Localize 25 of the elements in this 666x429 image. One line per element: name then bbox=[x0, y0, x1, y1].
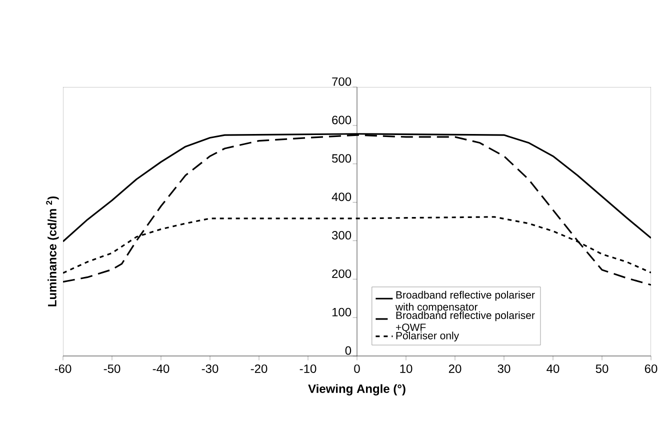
x-tick-label: 20 bbox=[448, 364, 462, 373]
x-tick-label: 60 bbox=[644, 364, 658, 373]
y-tick-label: 500 bbox=[332, 154, 352, 163]
y-tick-label: 400 bbox=[332, 192, 352, 202]
y-axis-title: Luminance (cd/m $^{2}$) bbox=[46, 196, 59, 306]
x-tick-label: 0 bbox=[354, 364, 360, 373]
x-tick-label: -20 bbox=[250, 364, 268, 373]
x-tick-label: 30 bbox=[498, 364, 510, 373]
y-tick-label: 100 bbox=[332, 308, 352, 316]
legend-label: Polariser only bbox=[396, 332, 460, 342]
x-tick-label: -10 bbox=[300, 364, 316, 373]
x-tick-label: -50 bbox=[104, 364, 120, 373]
y-tick-label: 0 bbox=[345, 346, 352, 355]
legend-label: Broadband reflective polariser +QWF bbox=[396, 311, 535, 333]
x-tick-label: -60 bbox=[54, 364, 72, 373]
y-tick-label: 200 bbox=[332, 269, 352, 278]
x-tick-label: -30 bbox=[202, 364, 218, 373]
x-tick-label: 40 bbox=[546, 364, 560, 373]
x-axis-title: Viewing Angle (°) bbox=[308, 384, 406, 396]
y-tick-label: 600 bbox=[332, 116, 352, 124]
y-tick-label: 700 bbox=[332, 77, 352, 86]
y-tick-label: 300 bbox=[332, 231, 352, 240]
x-tick-label: -40 bbox=[152, 364, 170, 373]
x-tick-label: 50 bbox=[596, 364, 608, 373]
x-tick-label: 10 bbox=[400, 364, 412, 373]
